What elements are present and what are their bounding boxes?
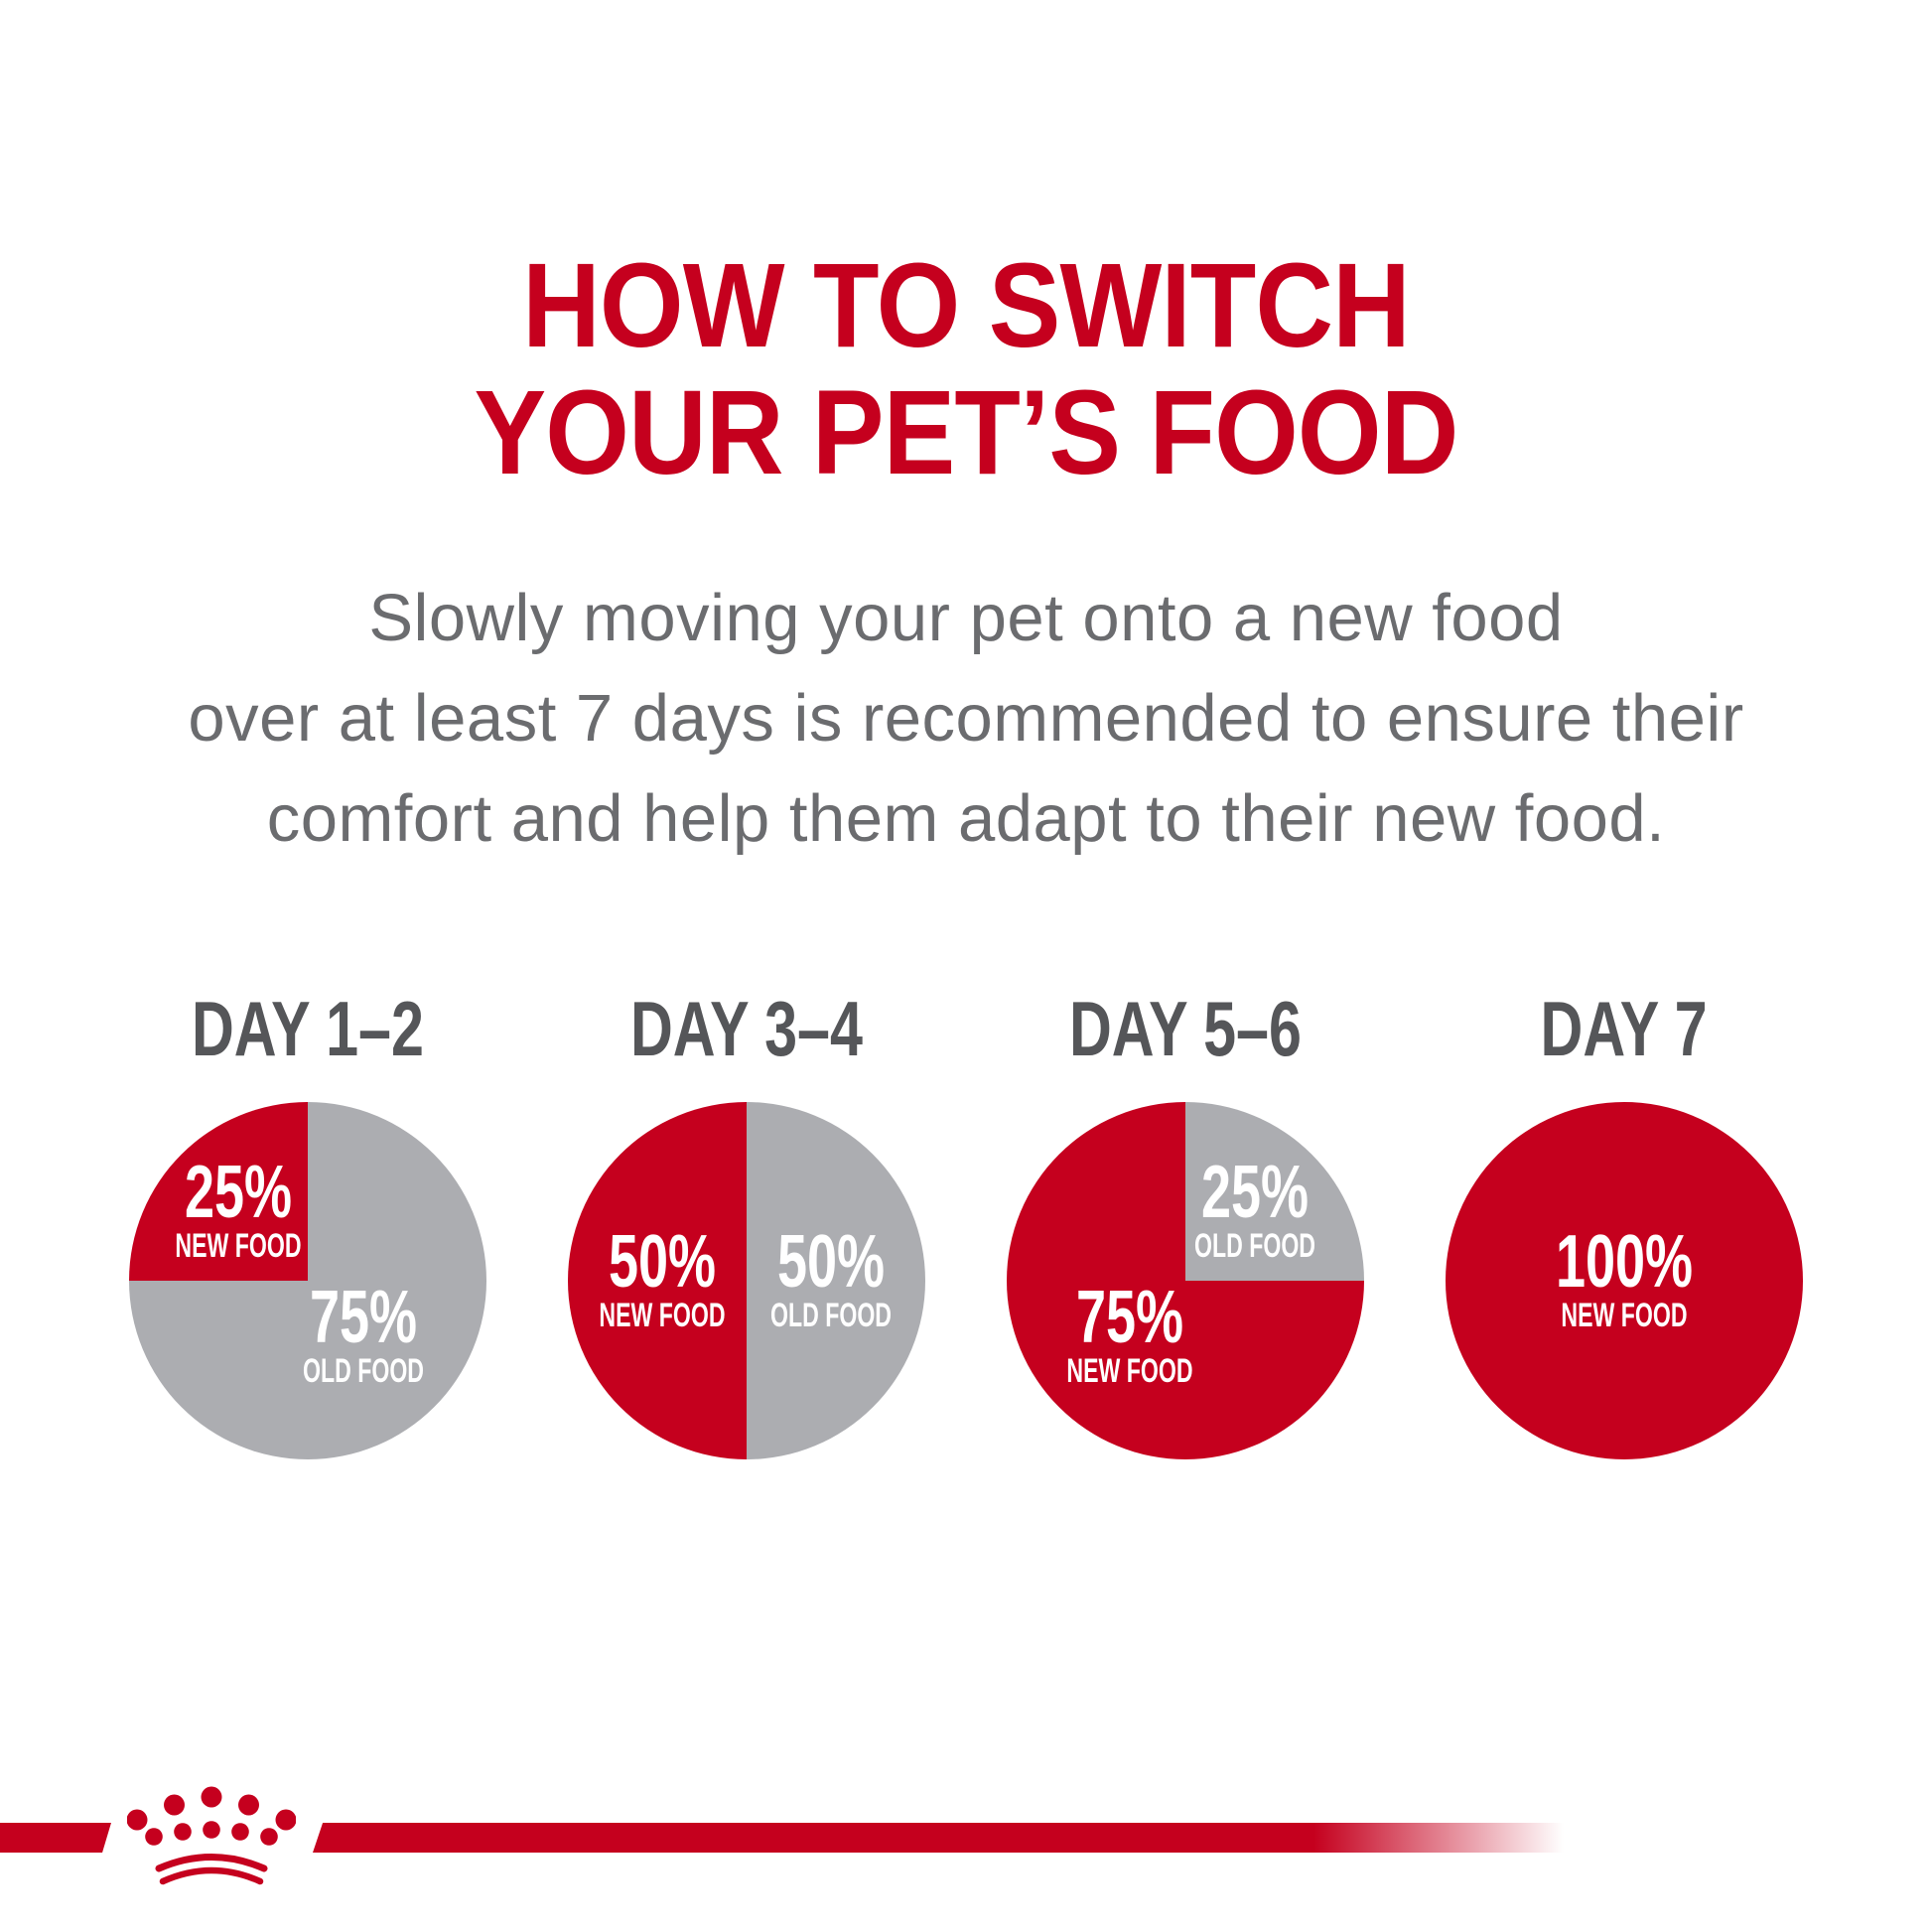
footer-ribbon-right — [313, 1823, 1564, 1853]
transition-days-row: DAY 1–2 25% NEW FOOD 75% OLD FOOD DAY 3–4 50% N… — [0, 984, 1932, 1459]
pie-slice-food-label: NEW FOOD — [175, 1226, 302, 1265]
pie-slice-food-label: OLD FOOD — [302, 1352, 425, 1390]
day-heading: DAY 5–6 — [1068, 984, 1303, 1072]
pie-slice-food-label: OLD FOOD — [769, 1297, 892, 1334]
royal-canin-crown-logo — [127, 1786, 296, 1885]
crown-pearl — [231, 1823, 249, 1841]
crown-pearl — [201, 1786, 222, 1808]
day-heading: DAY 7 — [1540, 984, 1709, 1072]
pie-slice-label: 50% NEW FOOD — [570, 1219, 756, 1334]
pie-slice-percent: 25% — [184, 1149, 293, 1233]
intro-text: Slowly moving your pet onto a new food o… — [0, 568, 1932, 869]
crown-pearl — [238, 1794, 259, 1816]
pie-slice-food-label: NEW FOOD — [1066, 1352, 1193, 1390]
pie-slice-label: 25% NEW FOOD — [145, 1149, 331, 1265]
footer-ribbon-left — [0, 1823, 111, 1853]
day-column: DAY 3–4 50% NEW FOOD 50% OLD FOOD — [568, 984, 925, 1459]
day-heading: DAY 1–2 — [191, 984, 425, 1072]
pie-slice-label: 100% NEW FOOD — [1529, 1219, 1720, 1334]
pie-slice-label: 75% NEW FOOD — [1036, 1275, 1222, 1390]
pie-chart: 25% NEW FOOD 75% OLD FOOD — [129, 1102, 486, 1459]
pie-slice-label: 75% OLD FOOD — [274, 1275, 452, 1390]
day-column: DAY 1–2 25% NEW FOOD 75% OLD FOOD — [129, 984, 486, 1459]
crown-pearl — [164, 1794, 185, 1816]
pie-slice-food-label: NEW FOOD — [1561, 1297, 1688, 1334]
pie-slice-percent: 25% — [1200, 1149, 1310, 1233]
pie-slice-food-label: OLD FOOD — [1193, 1226, 1316, 1265]
day-column: DAY 5–6 75% NEW FOOD 25% OLD FOOD — [1007, 984, 1364, 1459]
crown-pearl — [174, 1823, 192, 1841]
pie-slice-percent: 75% — [1075, 1275, 1184, 1358]
crown-pearl — [145, 1828, 163, 1846]
crown-base-arc — [155, 1854, 268, 1872]
intro-text-line-3: comfort and help them adapt to their new… — [266, 781, 1666, 856]
pie-slice-percent: 50% — [609, 1219, 717, 1303]
pie-chart: 50% NEW FOOD 50% OLD FOOD — [568, 1102, 925, 1459]
crown-pearl — [127, 1809, 148, 1831]
crown-pearl — [203, 1821, 220, 1839]
crown-pearl — [260, 1828, 278, 1846]
pie-chart: 75% NEW FOOD 25% OLD FOOD — [1007, 1102, 1364, 1459]
day-heading: DAY 3–4 — [629, 984, 864, 1072]
pie-slice-food-label: NEW FOOD — [599, 1297, 726, 1334]
pie-slice-percent: 75% — [309, 1275, 418, 1358]
page-title-line-1: HOW TO SWITCH — [522, 237, 1411, 372]
page-title: HOW TO SWITCH YOUR PET’S FOOD — [0, 241, 1932, 495]
pie-slice-label: 50% OLD FOOD — [742, 1219, 919, 1334]
crown-base-arc — [159, 1866, 264, 1885]
pie-slice-percent: 50% — [776, 1219, 885, 1303]
crown-pearl — [275, 1809, 296, 1831]
pie-slice-percent: 100% — [1555, 1219, 1694, 1303]
page-title-line-2: YOUR PET’S FOOD — [474, 364, 1459, 499]
pie-chart: 100% NEW FOOD — [1446, 1102, 1803, 1459]
day-column: DAY 7 100% NEW FOOD — [1446, 984, 1803, 1459]
intro-text-line-2: over at least 7 days is recommended to e… — [188, 681, 1744, 756]
pie-slice-label: 25% OLD FOOD — [1166, 1149, 1343, 1265]
intro-text-line-1: Slowly moving your pet onto a new food — [368, 581, 1564, 655]
